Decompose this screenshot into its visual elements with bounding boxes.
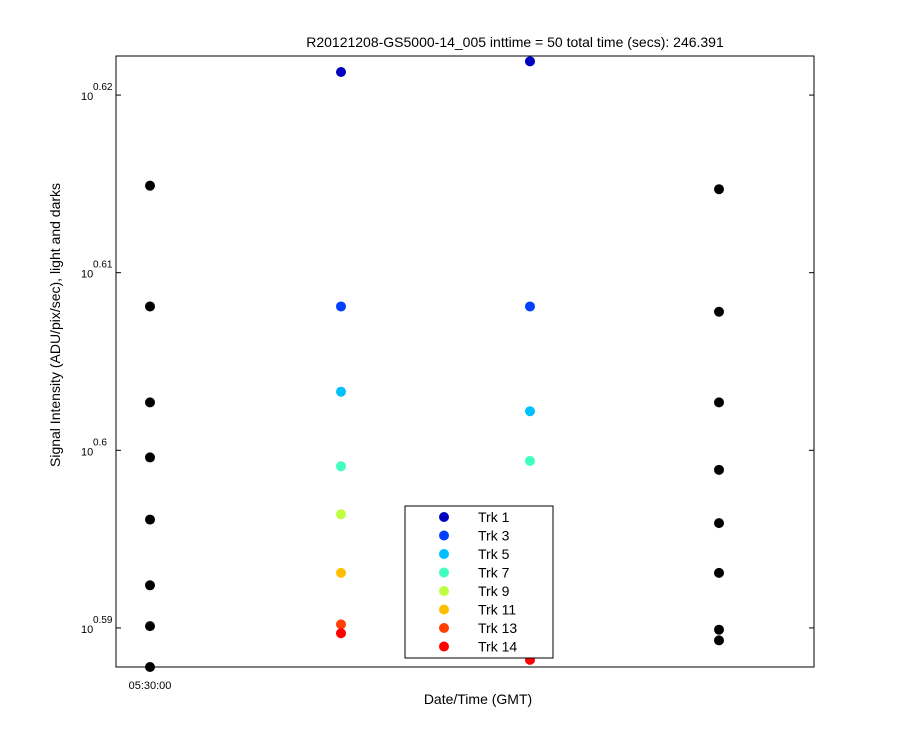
data-point: [525, 56, 535, 67]
data-point: [145, 514, 155, 525]
y-tick-exponent: 0.6: [93, 437, 107, 448]
y-tick-base: 10: [81, 269, 93, 281]
legend-label: Trk 11: [478, 602, 516, 618]
legend: Trk 1 Trk 3 Trk 5 Trk 7 Trk 9 Trk 11 Trk 13 Trk…: [404, 505, 554, 659]
y-tick-exponent: 0.62: [93, 82, 113, 93]
data-point: [145, 301, 155, 312]
legend-label: Trk 1: [478, 509, 510, 525]
legend-marker: [439, 641, 449, 652]
data-point: [145, 621, 155, 632]
data-point: [714, 184, 724, 195]
data-point: [714, 624, 724, 635]
data-points: [145, 56, 724, 672]
y-tick-exponent: 0.61: [93, 260, 113, 271]
y-tick-base: 10: [81, 446, 93, 458]
data-point: [525, 455, 535, 466]
x-tick-label: 05:30:00: [129, 680, 172, 692]
data-point: [714, 567, 724, 578]
data-point: [714, 518, 724, 529]
data-point: [336, 509, 346, 520]
data-point: [145, 452, 155, 463]
legend-label: Trk 3: [478, 528, 510, 544]
chart-title: R20121208-GS5000-14_005 inttime = 50 tot…: [306, 34, 724, 50]
data-point: [714, 397, 724, 408]
y-tick-exponent: 0.59: [93, 615, 113, 626]
legend-label: Trk 14: [478, 639, 517, 655]
legend-marker: [439, 604, 449, 615]
data-point: [525, 406, 535, 417]
legend-marker: [439, 512, 449, 522]
legend-label: Trk 9: [478, 583, 510, 599]
data-point: [714, 306, 724, 317]
data-point: [336, 461, 346, 472]
y-tick-base: 10: [81, 624, 93, 636]
data-point: [145, 662, 155, 672]
legend-box: [404, 505, 554, 659]
data-point: [336, 628, 346, 639]
legend-marker: [439, 530, 449, 541]
legend-marker: [439, 567, 449, 578]
legend-label: Trk 7: [478, 565, 510, 581]
data-point: [336, 301, 346, 312]
data-point: [525, 301, 535, 312]
legend-label: Trk 5: [478, 546, 510, 562]
legend-marker: [439, 623, 449, 633]
data-point: [336, 619, 346, 630]
y-tick-base: 10: [81, 91, 93, 103]
data-point: [336, 386, 346, 397]
y-axis-label: Signal Intensity (ADU/pix/sec), light an…: [47, 183, 63, 467]
data-point: [145, 580, 155, 591]
data-point: [336, 66, 346, 77]
x-axis-label: Date/Time (GMT): [424, 691, 532, 707]
legend-marker: [439, 549, 449, 559]
legend-label: Trk 13: [478, 620, 517, 636]
data-point: [336, 567, 346, 578]
data-point: [145, 180, 155, 191]
data-point: [714, 635, 724, 646]
data-point: [714, 464, 724, 475]
data-point: [145, 397, 155, 408]
legend-marker: [439, 586, 449, 596]
